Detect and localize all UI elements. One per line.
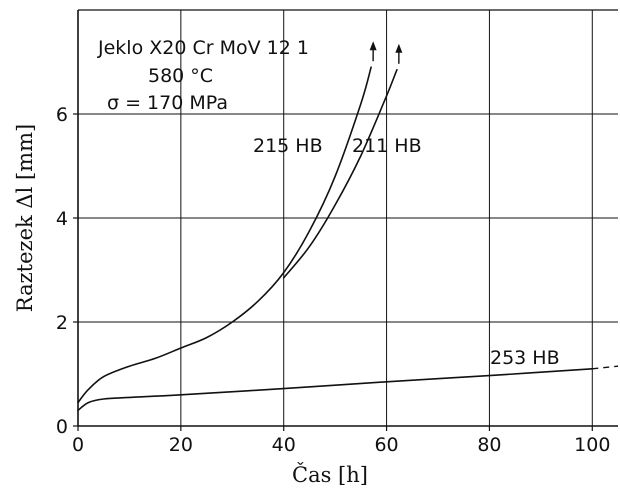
series-line-215hb: [77, 66, 372, 404]
x-tick-label: 80: [477, 434, 501, 456]
series-label-253hb: 253 HB: [490, 347, 560, 369]
material-note: Jeklo X20 Cr MoV 12 1: [97, 37, 309, 59]
tick-labels: 0 20 40 60 80 100 0 2 4 6: [56, 104, 611, 456]
x-axis-title: Čas [h]: [292, 462, 368, 487]
y-tick-label: 4: [56, 208, 68, 230]
x-tick-label: 100: [574, 434, 610, 456]
x-tick-label: 60: [374, 434, 398, 456]
x-tick-label: 20: [169, 434, 193, 456]
y-tick-label: 2: [56, 312, 68, 334]
series-label-215hb: 215 HB: [253, 135, 323, 157]
y-tick-label: 0: [56, 416, 68, 438]
x-tick-label: 0: [72, 434, 84, 456]
series-line-253hb: [77, 368, 594, 412]
x-tick-label: 40: [272, 434, 296, 456]
continuation-arrowhead: [369, 41, 377, 51]
grid: [73, 9, 618, 431]
stress-note: σ = 170 MPa: [107, 92, 228, 114]
series-dashed-extension: [592, 365, 619, 370]
series-label-211hb: 211 HB: [352, 135, 422, 157]
y-tick-label: 6: [56, 104, 68, 126]
continuation-arrowhead: [395, 43, 403, 53]
series-curves: [77, 41, 619, 412]
series-line-211hb: [282, 69, 398, 279]
temperature-note: 580 °C: [148, 65, 213, 87]
y-axis-title: Raztezek Δl [mm]: [13, 124, 37, 312]
